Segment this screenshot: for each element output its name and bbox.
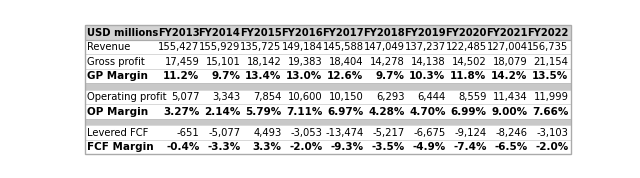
Text: FY2015: FY2015: [239, 28, 282, 38]
Text: 13.4%: 13.4%: [245, 71, 282, 81]
Text: -7.4%: -7.4%: [453, 142, 486, 152]
Text: 122,485: 122,485: [445, 42, 486, 52]
Text: -13,474: -13,474: [325, 128, 364, 138]
Text: Revenue: Revenue: [88, 42, 131, 52]
Text: -5,077: -5,077: [208, 128, 241, 138]
Text: 145,588: 145,588: [323, 42, 364, 52]
Text: 7.11%: 7.11%: [286, 107, 323, 117]
Text: FY2017: FY2017: [322, 28, 364, 38]
Text: 14,138: 14,138: [411, 57, 445, 67]
Text: 4,493: 4,493: [253, 128, 282, 138]
Text: -9,124: -9,124: [454, 128, 486, 138]
Text: 9.7%: 9.7%: [211, 71, 241, 81]
Text: FCF Margin: FCF Margin: [88, 142, 154, 152]
Text: FY2016: FY2016: [281, 28, 323, 38]
Bar: [85, 90, 571, 104]
Text: 14.2%: 14.2%: [491, 71, 527, 81]
Text: 19,383: 19,383: [288, 57, 323, 67]
Bar: [85, 104, 571, 119]
Text: -3,103: -3,103: [537, 128, 568, 138]
Text: USD millions: USD millions: [88, 28, 159, 38]
Text: 17,459: 17,459: [164, 57, 200, 67]
Text: 6.99%: 6.99%: [451, 107, 486, 117]
Text: 3.3%: 3.3%: [252, 142, 282, 152]
Text: 18,079: 18,079: [493, 57, 527, 67]
Text: 10,150: 10,150: [329, 92, 364, 102]
Text: -651: -651: [177, 128, 200, 138]
Text: 12.6%: 12.6%: [327, 71, 364, 81]
Text: 147,049: 147,049: [364, 42, 404, 52]
Text: 10.3%: 10.3%: [409, 71, 445, 81]
Text: 7,854: 7,854: [253, 92, 282, 102]
Bar: [85, 54, 571, 69]
Text: Levered FCF: Levered FCF: [88, 128, 149, 138]
Text: 4.70%: 4.70%: [409, 107, 445, 117]
Text: 14,278: 14,278: [370, 57, 404, 67]
Text: 2.14%: 2.14%: [204, 107, 241, 117]
Text: 11,434: 11,434: [493, 92, 527, 102]
Text: GP Margin: GP Margin: [88, 71, 148, 81]
Text: 9.7%: 9.7%: [376, 71, 404, 81]
Text: 15,101: 15,101: [205, 57, 241, 67]
Text: 5,077: 5,077: [171, 92, 200, 102]
Text: FY2020: FY2020: [445, 28, 486, 38]
Text: 156,735: 156,735: [527, 42, 568, 52]
Text: 3.27%: 3.27%: [163, 107, 200, 117]
Text: FY2013: FY2013: [158, 28, 200, 38]
Text: 135,725: 135,725: [240, 42, 282, 52]
Text: -9.3%: -9.3%: [330, 142, 364, 152]
Bar: [85, 83, 571, 90]
Text: 13.5%: 13.5%: [532, 71, 568, 81]
Text: 3,343: 3,343: [212, 92, 241, 102]
Text: 8,559: 8,559: [458, 92, 486, 102]
Text: 18,142: 18,142: [246, 57, 282, 67]
Text: 137,237: 137,237: [404, 42, 445, 52]
Bar: [85, 40, 571, 54]
Text: 6.97%: 6.97%: [327, 107, 364, 117]
Text: 10,600: 10,600: [288, 92, 323, 102]
Text: -6.5%: -6.5%: [494, 142, 527, 152]
Text: 155,929: 155,929: [199, 42, 241, 52]
Bar: [85, 125, 571, 140]
Text: FY2022: FY2022: [527, 28, 568, 38]
Text: -6,675: -6,675: [413, 128, 445, 138]
Text: -5,217: -5,217: [372, 128, 404, 138]
Text: -3.5%: -3.5%: [371, 142, 404, 152]
Text: -8,246: -8,246: [495, 128, 527, 138]
Text: 21,154: 21,154: [534, 57, 568, 67]
Text: FY2021: FY2021: [486, 28, 527, 38]
Text: 149,184: 149,184: [282, 42, 323, 52]
Text: 155,427: 155,427: [158, 42, 200, 52]
Text: Operating profit: Operating profit: [88, 92, 167, 102]
Text: 9.00%: 9.00%: [492, 107, 527, 117]
Text: -3,053: -3,053: [291, 128, 323, 138]
Text: -3.3%: -3.3%: [207, 142, 241, 152]
Text: 7.66%: 7.66%: [532, 107, 568, 117]
Text: FY2014: FY2014: [198, 28, 241, 38]
Text: 127,004: 127,004: [486, 42, 527, 52]
Text: 14,502: 14,502: [452, 57, 486, 67]
Text: 11.2%: 11.2%: [163, 71, 200, 81]
Text: -0.4%: -0.4%: [166, 142, 200, 152]
Text: -2.0%: -2.0%: [289, 142, 323, 152]
Text: -4.9%: -4.9%: [412, 142, 445, 152]
Text: 6,293: 6,293: [376, 92, 404, 102]
Text: 18,404: 18,404: [329, 57, 364, 67]
Text: 11,999: 11,999: [534, 92, 568, 102]
Text: -2.0%: -2.0%: [535, 142, 568, 152]
Bar: [85, 140, 571, 154]
Text: 5.79%: 5.79%: [245, 107, 282, 117]
Bar: [85, 25, 571, 40]
Bar: [85, 119, 571, 125]
Text: FY2018: FY2018: [363, 28, 404, 38]
Text: 4.28%: 4.28%: [368, 107, 404, 117]
Bar: [85, 69, 571, 83]
Text: FY2019: FY2019: [404, 28, 445, 38]
Text: Gross profit: Gross profit: [88, 57, 145, 67]
Text: OP Margin: OP Margin: [88, 107, 148, 117]
Text: 6,444: 6,444: [417, 92, 445, 102]
Text: 11.8%: 11.8%: [451, 71, 486, 81]
Text: 13.0%: 13.0%: [286, 71, 323, 81]
